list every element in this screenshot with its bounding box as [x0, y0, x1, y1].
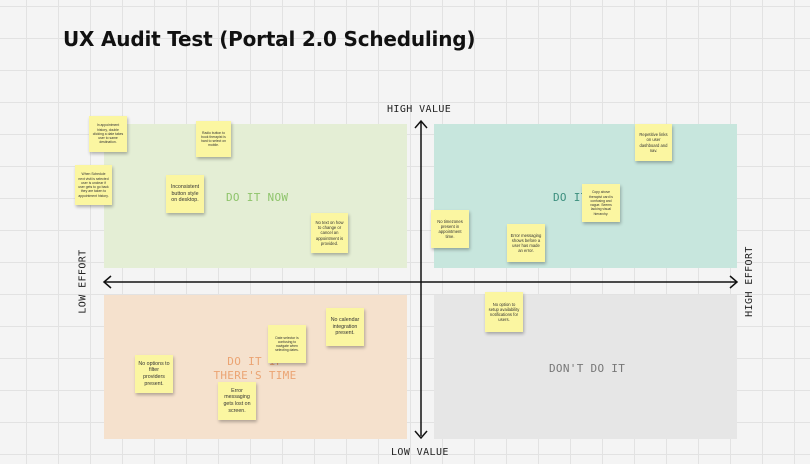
- board-title: UX Audit Test (Portal 2.0 Scheduling): [63, 27, 476, 51]
- sticky-note[interactable]: No options to filter providers present.: [135, 355, 173, 393]
- sticky-note[interactable]: No option to setup availability notifica…: [485, 292, 523, 332]
- axis-label-high-value: HIGH VALUE: [387, 104, 452, 115]
- axis-label-low-value: LOW VALUE: [391, 447, 449, 458]
- sticky-note[interactable]: Inconsistent button style on desktop.: [166, 175, 204, 213]
- sticky-note[interactable]: Repetitive links on user dashboard and n…: [635, 124, 672, 161]
- sticky-note[interactable]: Error messaging shows before a user has …: [507, 224, 545, 262]
- sticky-note[interactable]: Error messaging gets lost on screen.: [218, 382, 256, 420]
- sticky-note[interactable]: When Schedule next visit is selected use…: [75, 165, 112, 205]
- quadrant-dont-do-it: [434, 295, 737, 439]
- sticky-note[interactable]: No timezones present in appointment time…: [431, 210, 469, 248]
- quadrant-label-do-it: DO IT: [553, 191, 588, 204]
- quadrant-label-dont-do-it: DON'T DO IT: [549, 362, 626, 375]
- sticky-note[interactable]: Radio button to book therapist is hard t…: [196, 121, 231, 157]
- sticky-note[interactable]: Date selector is confusing to navigate w…: [268, 325, 306, 363]
- axis-label-high-effort: HIGH EFFORT: [743, 246, 755, 317]
- arrow-right-icon: [729, 275, 739, 289]
- quadrant-do-it-now: [104, 124, 407, 268]
- sticky-note[interactable]: No calendar integration present.: [326, 308, 364, 346]
- arrow-down-icon: [414, 430, 428, 440]
- arrow-left-icon: [102, 275, 112, 289]
- sticky-note[interactable]: Copy above therapist card is confusing a…: [582, 184, 620, 222]
- sticky-note[interactable]: No text on how to change or cancel an ap…: [311, 213, 348, 253]
- axis-label-low-effort: LOW EFFORT: [77, 249, 89, 314]
- sticky-note[interactable]: In appointment history, double clicking …: [89, 116, 127, 152]
- quadrant-label-do-it-now: DO IT NOW: [226, 191, 289, 204]
- arrow-up-icon: [414, 119, 428, 129]
